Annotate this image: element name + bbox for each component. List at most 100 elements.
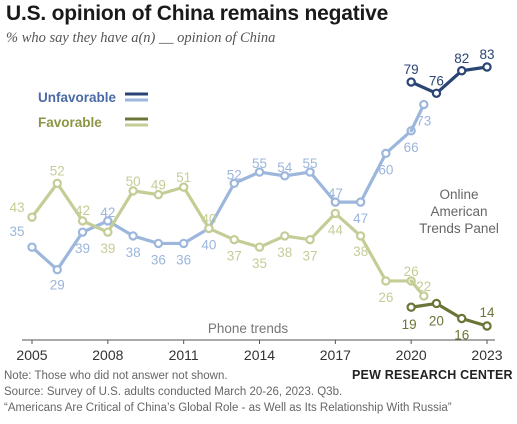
chart-note: Note: Those who did not answer not shown… bbox=[4, 370, 228, 382]
data-point bbox=[52, 178, 62, 189]
data-point bbox=[77, 216, 88, 226]
data-point bbox=[153, 238, 164, 249]
series-line-favorable-phone bbox=[30, 181, 413, 283]
data-label: 20 bbox=[429, 313, 444, 328]
chart-title: U.S. opinion of China remains negative bbox=[6, 2, 389, 25]
data-point bbox=[27, 242, 37, 252]
data-point bbox=[381, 148, 391, 159]
data-label: 19 bbox=[402, 317, 417, 332]
report-title: “Americans Are Critical of China’s Globa… bbox=[4, 402, 452, 414]
data-point bbox=[457, 66, 467, 76]
data-label: 52 bbox=[227, 167, 242, 182]
data-label: 26 bbox=[378, 290, 393, 305]
series-line-unfavorable-phone-2020-spring bbox=[409, 102, 426, 133]
data-label: 40 bbox=[201, 237, 216, 252]
data-point bbox=[406, 302, 416, 312]
annotation-online-panel: Trends Panel bbox=[419, 221, 499, 236]
data-point bbox=[419, 291, 429, 301]
data-point bbox=[52, 264, 62, 275]
data-label: 39 bbox=[75, 241, 90, 256]
x-tick-label: 2008 bbox=[92, 347, 123, 363]
data-label: 42 bbox=[100, 205, 115, 220]
data-label: 38 bbox=[277, 245, 292, 260]
legend-label-unfavorable: Unfavorable bbox=[38, 90, 117, 105]
data-label: 37 bbox=[227, 249, 242, 264]
data-label: 55 bbox=[252, 156, 267, 171]
data-point bbox=[229, 234, 239, 245]
data-point bbox=[128, 186, 138, 196]
x-tick-label: 2020 bbox=[396, 347, 427, 363]
data-point bbox=[178, 238, 189, 249]
data-label: 47 bbox=[328, 186, 343, 201]
data-point bbox=[305, 167, 315, 177]
data-point bbox=[27, 212, 37, 222]
data-label: 51 bbox=[176, 170, 191, 185]
data-point bbox=[406, 77, 416, 87]
annotation-phone-trends: Phone trends bbox=[208, 321, 289, 336]
annotation-online-panel: American bbox=[430, 204, 487, 219]
x-tick-label: 2005 bbox=[16, 347, 47, 363]
data-label: 55 bbox=[303, 156, 318, 171]
data-point bbox=[254, 167, 265, 177]
data-point bbox=[229, 178, 239, 189]
data-point bbox=[431, 88, 442, 98]
data-label: 29 bbox=[50, 278, 65, 293]
data-label: 66 bbox=[404, 140, 419, 155]
data-label: 47 bbox=[353, 211, 368, 226]
data-point bbox=[482, 62, 492, 72]
data-point bbox=[128, 231, 138, 241]
data-point bbox=[153, 189, 164, 200]
series-line-favorable-online bbox=[409, 301, 489, 328]
pew-logo-text: PEW RESEARCH CENTER bbox=[352, 368, 513, 382]
x-tick-label: 2023 bbox=[471, 347, 502, 363]
data-label: 44 bbox=[328, 222, 344, 237]
data-label: 54 bbox=[277, 160, 293, 175]
data-point bbox=[280, 231, 290, 241]
x-tick-label: 2017 bbox=[320, 347, 351, 363]
data-point bbox=[381, 276, 391, 286]
chart-source: Source: Survey of U.S. adults conducted … bbox=[4, 386, 343, 398]
x-tick-label: 2011 bbox=[169, 347, 199, 363]
data-label: 82 bbox=[454, 51, 469, 66]
data-point bbox=[77, 227, 88, 237]
data-point bbox=[254, 242, 265, 252]
annotation-online-panel: Online bbox=[439, 187, 478, 202]
data-point bbox=[330, 197, 341, 207]
data-point bbox=[431, 298, 442, 309]
data-point bbox=[419, 99, 429, 110]
data-label: 83 bbox=[479, 47, 494, 62]
data-label: 60 bbox=[378, 162, 393, 177]
data-label: 22 bbox=[416, 279, 431, 294]
series-line-unfavorable-online bbox=[409, 65, 489, 95]
data-point bbox=[482, 321, 492, 331]
data-point bbox=[204, 223, 214, 234]
data-point bbox=[305, 234, 315, 245]
data-label: 14 bbox=[479, 305, 495, 320]
data-point bbox=[103, 227, 113, 237]
legend-label-favorable: Favorable bbox=[38, 115, 102, 130]
data-label: 26 bbox=[404, 264, 419, 279]
data-label: 49 bbox=[151, 178, 166, 193]
data-label: 38 bbox=[353, 244, 368, 259]
data-label: 76 bbox=[429, 73, 444, 88]
data-label: 35 bbox=[9, 224, 24, 239]
data-label: 50 bbox=[126, 174, 141, 189]
data-point bbox=[457, 313, 467, 324]
data-label: 73 bbox=[416, 114, 431, 129]
data-point bbox=[103, 216, 113, 226]
data-label: 38 bbox=[126, 245, 141, 260]
data-label: 39 bbox=[100, 241, 115, 256]
x-tick-label: 2014 bbox=[244, 347, 275, 363]
chart-subtitle: % who say they have a(n) __ opinion of C… bbox=[6, 30, 276, 46]
data-point bbox=[280, 171, 290, 181]
data-label: 16 bbox=[454, 327, 469, 342]
data-label: 40 bbox=[201, 211, 216, 226]
data-label: 43 bbox=[9, 200, 24, 215]
data-label: 52 bbox=[50, 163, 65, 178]
data-point bbox=[178, 182, 189, 192]
data-label: 35 bbox=[252, 256, 267, 271]
data-point bbox=[330, 208, 341, 219]
data-label: 36 bbox=[151, 252, 166, 267]
data-label: 37 bbox=[303, 249, 318, 264]
data-label: 36 bbox=[176, 252, 191, 267]
